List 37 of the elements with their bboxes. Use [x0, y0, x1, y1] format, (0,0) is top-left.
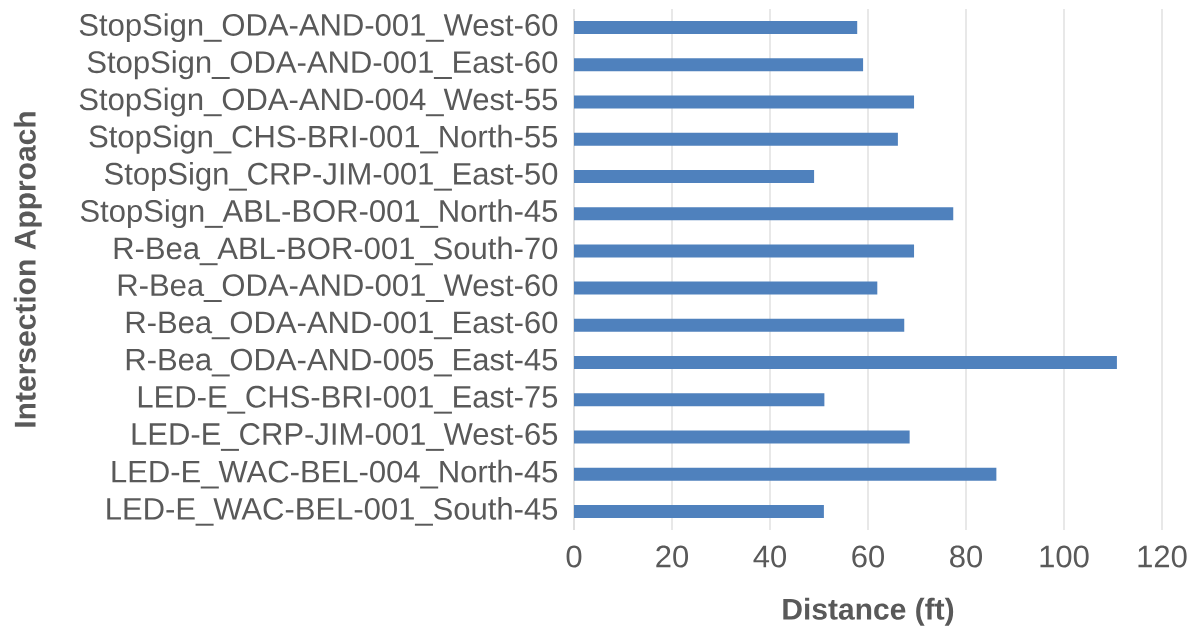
y-tick-label: R-Bea_ODA-AND-001_East-60	[126, 311, 558, 340]
x-tick-label: 80	[950, 545, 983, 568]
y-tick-label: LED-E_WAC-BEL-001_South-45	[107, 497, 558, 526]
bar	[574, 356, 1117, 370]
y-axis-title: Intersection Approach	[13, 112, 42, 427]
y-tick-label: StopSign_ABL-BOR-001_North-45	[80, 199, 558, 229]
y-tick-label: StopSign_ODA-AND-004_West-55	[79, 87, 558, 117]
bar	[574, 504, 824, 518]
y-tick-label: R-Bea_ODA-AND-005_East-45	[126, 348, 558, 377]
bar	[574, 318, 905, 332]
y-tick-label: StopSign_CRP-JIM-001_East-50	[104, 162, 558, 191]
x-tick-label: 120	[1138, 545, 1187, 568]
bar	[574, 207, 954, 221]
x-tick-label: 60	[852, 545, 885, 568]
y-tick-label: StopSign_ODA-AND-001_East-60	[87, 50, 558, 80]
bar	[574, 21, 858, 35]
y-tick-label: StopSign_ODA-AND-001_West-60	[79, 13, 558, 43]
bar	[574, 58, 864, 72]
y-tick-label: LED-E_WAC-BEL-004_North-45	[112, 459, 558, 489]
bar	[574, 132, 898, 146]
bar	[574, 467, 997, 481]
y-tick-label: LED-E_CRP-JIM-001_West-65	[132, 423, 558, 451]
x-tick-label: 100	[1040, 545, 1089, 568]
bar	[574, 169, 815, 183]
x-axis-title: Distance (ft)	[783, 597, 954, 626]
x-tick-label: 20	[656, 545, 689, 568]
y-tick-label: StopSign_CHS-BRI-001_North-55	[89, 124, 558, 154]
bar	[574, 95, 915, 109]
x-tick-label: 0	[566, 545, 582, 568]
bar	[574, 281, 878, 295]
bar	[574, 393, 825, 407]
y-tick-label: R-Bea_ABL-BOR-001_South-70	[114, 236, 558, 266]
bar	[574, 430, 910, 444]
x-tick-label: 40	[753, 545, 787, 568]
y-tick-label: LED-E_CHS-BRI-001_East-75	[138, 385, 558, 414]
y-tick-label: R-Bea_ODA-AND-001_West-60	[118, 274, 558, 303]
bar	[574, 244, 915, 258]
